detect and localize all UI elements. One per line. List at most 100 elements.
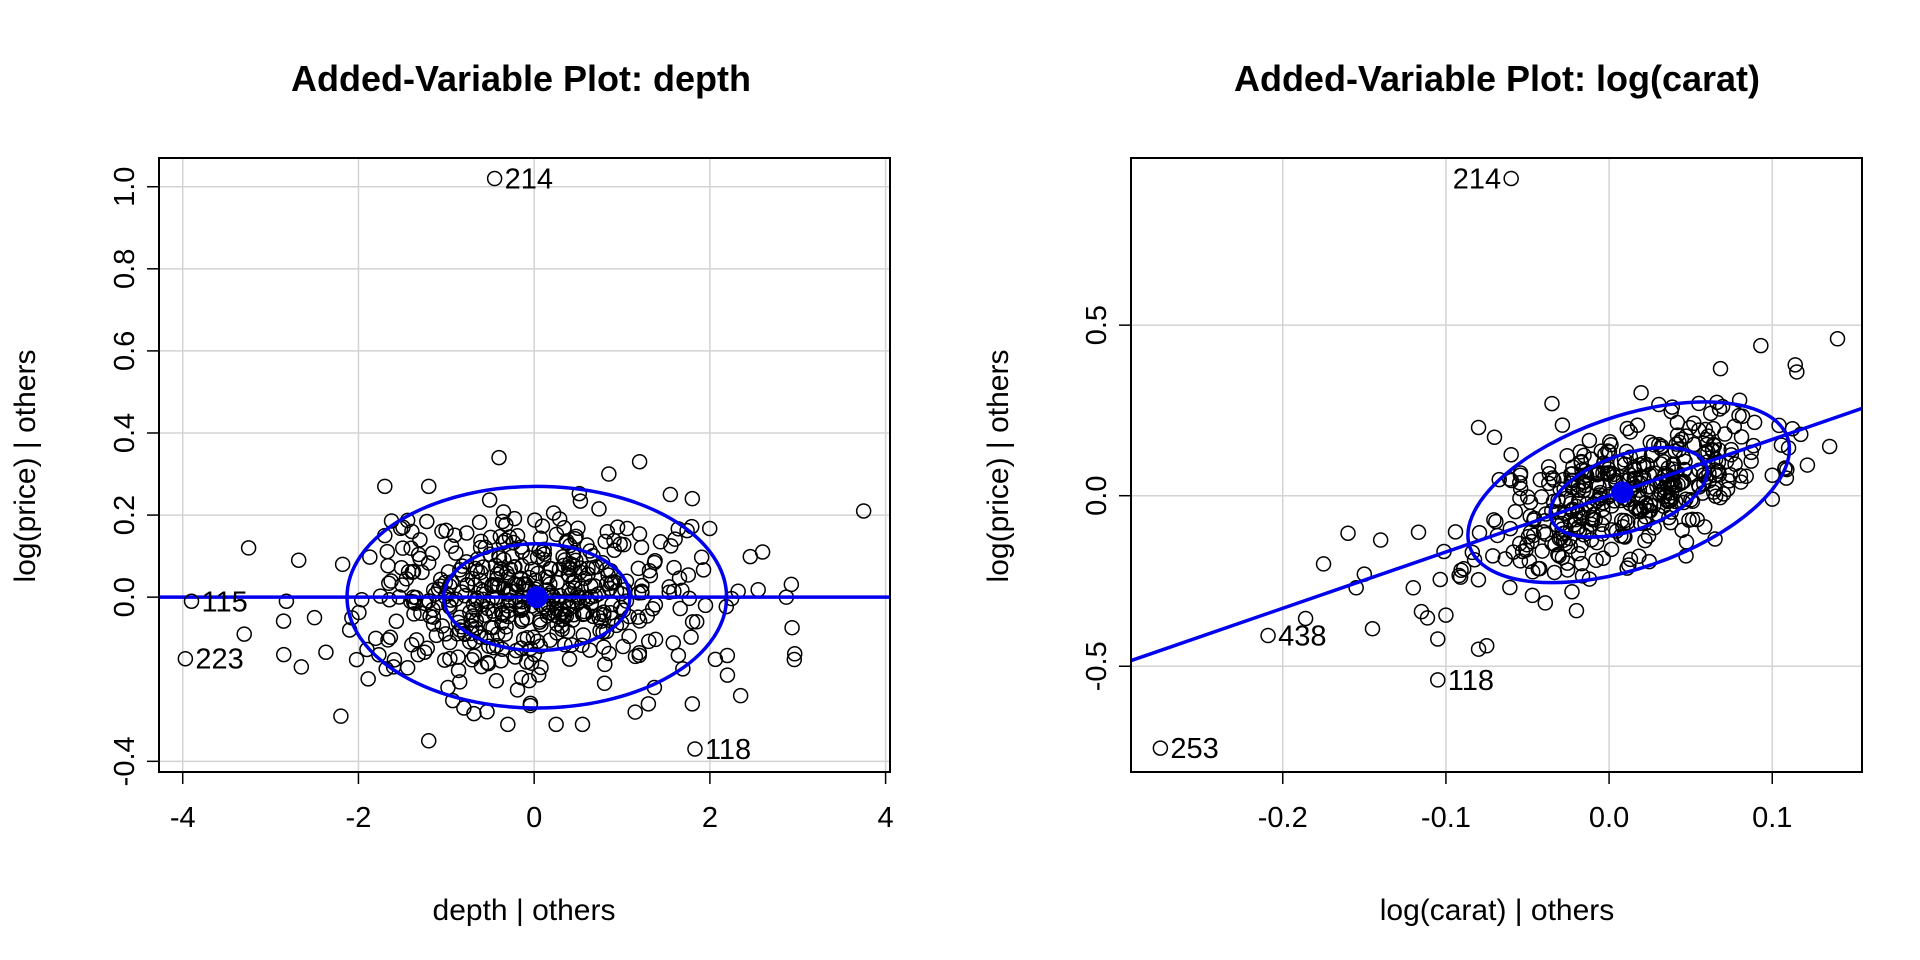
chart-title: Added-Variable Plot: depth (291, 58, 751, 99)
data-point (494, 513, 511, 530)
data-point (523, 655, 540, 671)
data-point (627, 704, 643, 720)
data-point (585, 608, 601, 625)
data-point (1432, 571, 1448, 588)
data-point (442, 650, 458, 667)
data-point (550, 609, 567, 625)
data-point (1719, 481, 1736, 498)
data-point (1544, 395, 1560, 412)
data-point (1712, 360, 1729, 377)
data-point (333, 708, 349, 724)
data-point (684, 696, 701, 712)
data-point (379, 543, 396, 560)
data-point (695, 562, 712, 578)
data-point (445, 692, 461, 709)
data-point (598, 576, 615, 592)
data-point (1731, 392, 1748, 408)
x-axis-label: log(carat) | others (1380, 894, 1615, 927)
data-ellipse (1466, 400, 1792, 585)
data-point (1599, 457, 1615, 473)
data-point (1651, 436, 1667, 453)
data-point (1464, 544, 1481, 561)
data-point (500, 716, 516, 733)
data-point (1430, 631, 1446, 647)
data-point (1540, 459, 1557, 475)
data-point (577, 606, 593, 622)
data-point (493, 652, 509, 669)
data-point (595, 639, 612, 655)
data-point (450, 649, 466, 665)
data-point (707, 651, 724, 668)
data-point (446, 527, 463, 544)
data-point (1683, 492, 1699, 508)
data-point (472, 564, 489, 581)
data-point (631, 647, 647, 664)
data-point (1466, 551, 1483, 568)
data-point (306, 609, 323, 626)
labeled-point (1430, 672, 1446, 688)
data-point (1595, 550, 1611, 566)
y-axis-label: log(price) | others (982, 350, 1015, 583)
data-point (1617, 456, 1633, 473)
data-point (1568, 511, 1584, 528)
data-point (473, 533, 489, 550)
data-point (334, 556, 351, 573)
data-point (558, 608, 575, 624)
point-label: 214 (1453, 163, 1501, 195)
y-tick-label: -0.4 (109, 736, 141, 786)
data-point (377, 478, 393, 495)
x-tick-label: -2 (346, 802, 372, 834)
labeled-point (486, 170, 503, 187)
data-point (1535, 524, 1552, 540)
data-point (1512, 553, 1529, 569)
data-point (597, 533, 613, 550)
data-point (448, 591, 464, 607)
data-point (641, 633, 657, 650)
data-point (580, 566, 596, 583)
data-point (531, 614, 548, 630)
data-point (679, 522, 695, 539)
data-point (1691, 422, 1707, 438)
data-point (1348, 580, 1364, 596)
data-point (1660, 492, 1676, 509)
data-point (1583, 532, 1600, 548)
labeled-point (183, 593, 200, 610)
data-point (1655, 453, 1672, 470)
data-point (1733, 474, 1749, 490)
data-point (556, 519, 572, 536)
data-point (236, 626, 252, 642)
data-point (497, 626, 513, 642)
data-point (518, 576, 534, 592)
data-point (1721, 473, 1737, 489)
data-point (489, 566, 506, 582)
data-point (567, 580, 583, 597)
data-point (1829, 331, 1846, 347)
x-tick-label: -4 (170, 802, 196, 834)
data-point (1636, 459, 1652, 475)
data-point (1478, 638, 1495, 654)
data-point (1764, 467, 1781, 483)
data-point (1574, 568, 1591, 584)
data-point (412, 550, 428, 567)
x-axis-label: depth | others (433, 894, 616, 927)
data-point (631, 453, 648, 470)
data-point (592, 606, 608, 622)
data-point (671, 570, 688, 586)
data-point (362, 549, 378, 565)
data-point (855, 503, 872, 519)
data-point (596, 675, 613, 692)
data-point (425, 616, 442, 632)
data-point (419, 513, 435, 530)
data-point (1603, 541, 1620, 558)
data-point (1573, 453, 1590, 470)
data-point (416, 644, 433, 660)
data-point (1581, 432, 1598, 449)
y-tick-label: 1.0 (109, 167, 141, 207)
data-point (290, 552, 307, 568)
data-point (1596, 509, 1612, 526)
data-point (1777, 460, 1793, 476)
data-point (1787, 357, 1803, 373)
data-point (388, 613, 405, 629)
data-point (542, 576, 558, 592)
grid (1131, 158, 1862, 772)
